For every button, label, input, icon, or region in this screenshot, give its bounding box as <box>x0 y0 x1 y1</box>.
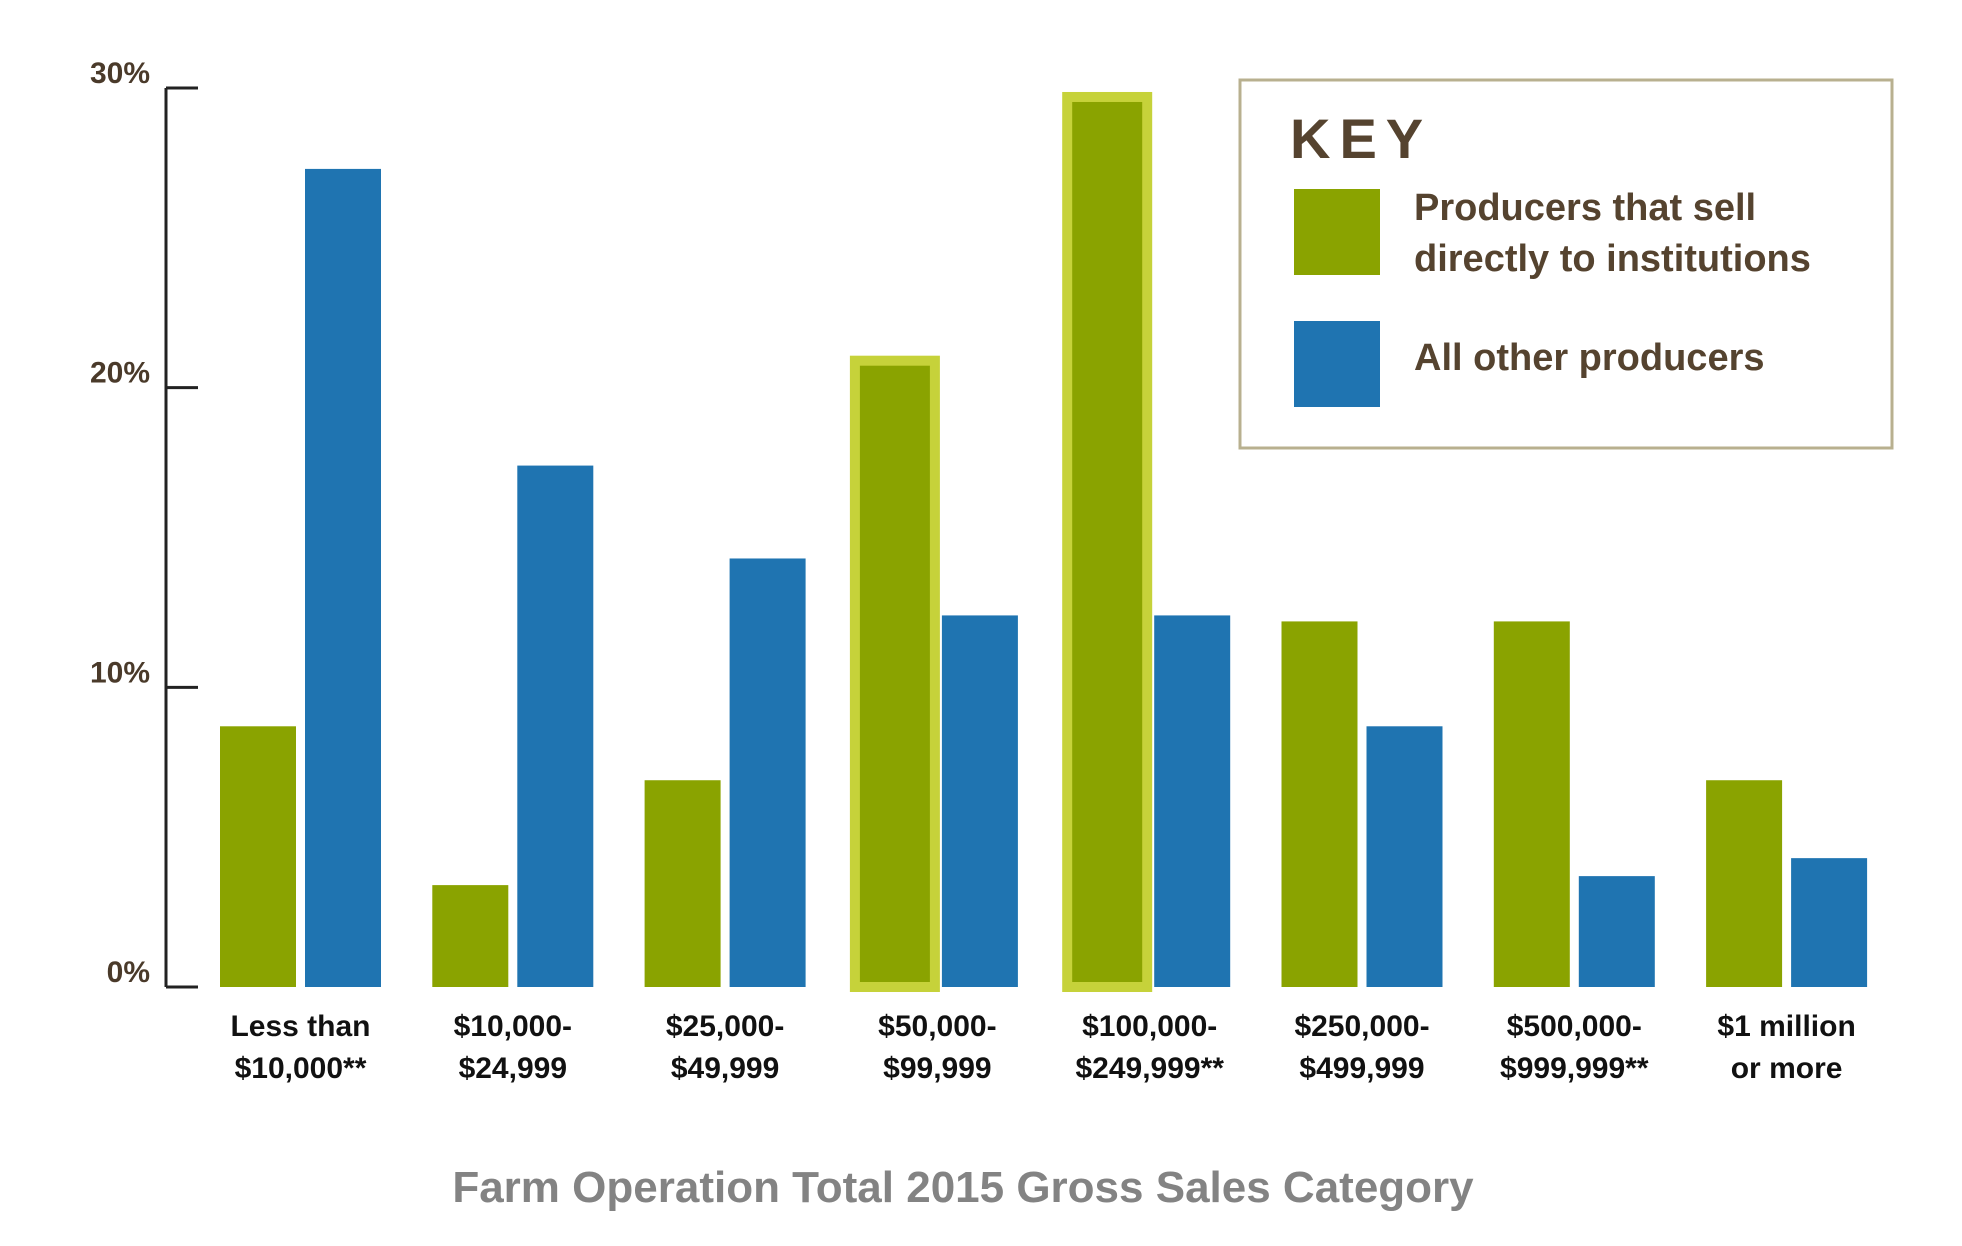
category-label-0-line-1: $10,000** <box>235 1052 367 1085</box>
category-label-5-line-0: $250,000- <box>1294 1010 1429 1043</box>
bars <box>220 91 1868 993</box>
bar-other-0 <box>305 168 381 987</box>
category-label-0: Less than $10,000** <box>230 1010 370 1085</box>
category-label-2: $25,000- $49,999 <box>666 1010 784 1085</box>
bar-other-3 <box>941 615 1018 987</box>
category-label-4-line-0: $100,000- <box>1082 1010 1217 1043</box>
legend-swatch-other <box>1294 321 1380 407</box>
category-label-0-line-0: Less than <box>230 1010 370 1043</box>
bar-institutions-6 <box>1493 621 1570 987</box>
category-label-7-line-1: or more <box>1731 1052 1843 1085</box>
category-label-3-line-1: $99,999 <box>883 1052 991 1085</box>
category-label-6-line-1: $999,999** <box>1500 1052 1649 1085</box>
bar-institutions-0 <box>220 726 296 987</box>
bar-other-5 <box>1366 726 1443 987</box>
category-label-5-line-1: $499,999 <box>1299 1052 1424 1085</box>
bar-institutions-2 <box>644 780 721 987</box>
legend-label-other: All other producers <box>1414 337 1765 379</box>
y-tick-label-0: 0% <box>107 956 150 989</box>
bar-institutions-1 <box>432 885 509 987</box>
x-axis-title: Farm Operation Total 2015 Gross Sales Ca… <box>452 1163 1474 1212</box>
bar-other-2 <box>729 558 806 987</box>
y-axis-ticks: 0% 10% 20% 30% <box>90 57 198 989</box>
category-label-2-line-0: $25,000- <box>666 1010 784 1043</box>
bar-institutions-4 <box>1062 91 1153 993</box>
legend-title: KEY <box>1290 107 1432 170</box>
y-tick-label-1: 10% <box>90 656 150 689</box>
bar-institutions-5 <box>1281 621 1358 987</box>
legend-swatch-institutions <box>1294 189 1380 275</box>
category-label-3-line-0: $50,000- <box>878 1010 996 1043</box>
category-label-2-line-1: $49,999 <box>671 1052 779 1085</box>
category-label-4-line-1: $249,999** <box>1075 1052 1224 1085</box>
category-label-6-line-0: $500,000- <box>1507 1010 1642 1043</box>
legend: KEY Producers that sell directly to inst… <box>1238 78 1894 450</box>
category-label-1-line-0: $10,000- <box>454 1010 572 1043</box>
bar-institutions-3 <box>849 355 940 992</box>
category-label-7: $1 million or more <box>1717 1010 1855 1085</box>
category-label-7-line-0: $1 million <box>1717 1010 1855 1043</box>
category-label-3: $50,000- $99,999 <box>878 1010 996 1085</box>
category-label-1: $10,000- $24,999 <box>454 1010 572 1085</box>
bar-other-1 <box>517 465 594 988</box>
bar-other-6 <box>1578 876 1655 987</box>
x-axis-category-labels: Less than $10,000** $10,000- $24,999 $25,000… <box>230 1010 1855 1085</box>
legend-label-institutions-line-2: directly to institutions <box>1414 238 1811 280</box>
bar-institutions-7 <box>1706 780 1783 987</box>
bar-other-4 <box>1154 615 1231 987</box>
category-label-6: $500,000- $999,999** <box>1500 1010 1649 1085</box>
bar-other-7 <box>1791 858 1868 987</box>
category-label-5: $250,000- $499,999 <box>1294 1010 1429 1085</box>
legend-label-institutions: Producers that sell directly to institut… <box>1414 187 1811 280</box>
y-tick-label-3: 30% <box>90 57 150 90</box>
y-tick-label-2: 20% <box>90 357 150 390</box>
legend-label-institutions-line-1: Producers that sell <box>1414 187 1756 229</box>
category-label-1-line-1: $24,999 <box>459 1052 567 1085</box>
category-label-4: $100,000- $249,999** <box>1075 1010 1224 1085</box>
